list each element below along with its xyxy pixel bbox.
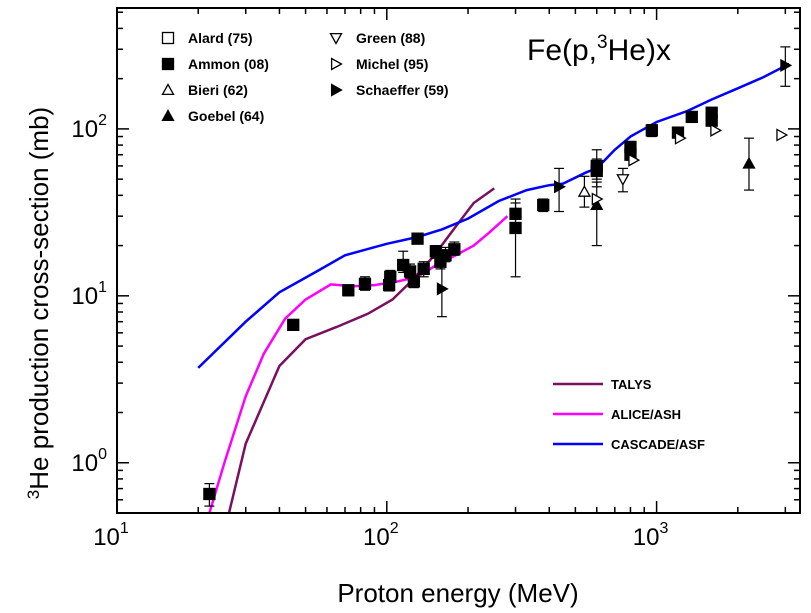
data-point (342, 284, 355, 297)
data-point (628, 153, 641, 167)
legend-marker (161, 31, 175, 45)
model-legend-label: CASCADE/ASF (611, 437, 705, 452)
axis-ticks: 101 102 103 100 101 102 (71, 8, 800, 551)
model-legend-item: CASCADE/ASF (553, 437, 705, 452)
x-axis-label: Proton energy (MeV) (337, 578, 578, 608)
legend-label: Alard (75) (188, 30, 253, 46)
chart-title: Fe(p,3He)x (527, 32, 671, 67)
data-point (407, 275, 421, 288)
data-point (436, 282, 449, 296)
legend-label: Bieri (62) (188, 82, 248, 98)
legend-marker (330, 57, 343, 71)
data-point (645, 124, 658, 137)
data-point (710, 123, 723, 137)
legend-marker (329, 32, 343, 45)
data-point (384, 270, 397, 283)
model-legend-item: ALICE/ASH (553, 407, 681, 422)
data-point (674, 131, 687, 145)
plot-frame (116, 7, 801, 514)
data-point (411, 232, 424, 245)
data-point (591, 192, 604, 206)
legend-marker (161, 57, 175, 71)
data-point (616, 174, 630, 186)
data-point (417, 262, 430, 276)
data-point (776, 128, 789, 142)
y-axis-label: 3He production cross-section (mb) (24, 107, 55, 499)
data-point (537, 198, 550, 212)
legend-item: Bieri (62) (161, 82, 248, 98)
data-point (705, 106, 718, 119)
model-legend: TALYS ALICE/ASH CASCADE/ASF (553, 377, 705, 452)
legend: Alard (75) Ammon (08) Bieri (62) Goebel (64… (161, 30, 449, 124)
x-tick-label: 101 (93, 520, 129, 551)
data-point (287, 318, 300, 332)
data-points (203, 46, 793, 507)
data-point (358, 277, 372, 290)
legend-label: Green (88) (356, 30, 425, 46)
legend-marker (161, 83, 175, 96)
legend-marker (161, 109, 175, 122)
legend-label: Ammon (08) (188, 56, 269, 72)
legend-label: Goebel (64) (188, 108, 264, 124)
legend-item: Green (88) (329, 30, 425, 46)
data-point (590, 198, 604, 211)
legend-item: Alard (75) (161, 30, 253, 46)
legend-item: Ammon (08) (161, 56, 269, 72)
data-point (509, 221, 522, 235)
data-point (577, 184, 592, 197)
x-tick-label: 103 (633, 520, 669, 551)
data-point (624, 140, 637, 154)
x-tick-label: 102 (363, 520, 399, 551)
model-legend-label: TALYS (611, 377, 652, 392)
data-point (397, 258, 410, 272)
data-point (554, 180, 566, 194)
data-point (590, 164, 603, 178)
model-curve-talys (227, 187, 495, 513)
legend-label: Michel (95) (356, 56, 428, 72)
data-point (448, 243, 461, 256)
data-point (685, 110, 698, 124)
data-point (203, 487, 216, 501)
model-legend-label: ALICE/ASH (611, 407, 681, 422)
y-tick-label: 101 (71, 279, 107, 310)
legend-item: Goebel (64) (161, 108, 264, 124)
data-point (780, 58, 793, 73)
legend-item: Michel (95) (330, 56, 428, 72)
legend-marker (330, 83, 343, 97)
y-tick-label: 100 (71, 446, 107, 477)
data-point (742, 156, 756, 169)
legend-item: Schaeffer (59) (330, 82, 449, 98)
model-curve-cascade-asf (197, 62, 790, 369)
model-legend-item: TALYS (553, 377, 652, 392)
y-tick-label: 102 (71, 112, 107, 143)
model-curve-alice-ash (208, 215, 509, 513)
legend-label: Schaeffer (59) (356, 82, 449, 98)
